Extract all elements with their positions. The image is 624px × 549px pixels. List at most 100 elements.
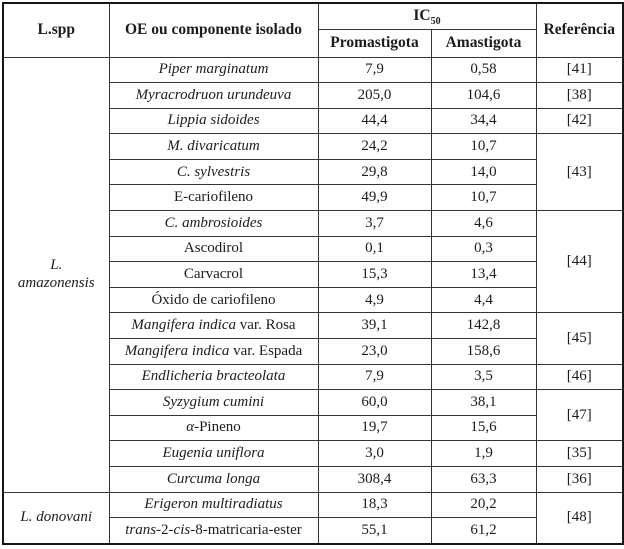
component-cell: trans-2-cis-8-matricaria-ester bbox=[108, 517, 319, 545]
promastigota-value: 3,7 bbox=[317, 210, 432, 237]
amastigota-value: 10,7 bbox=[430, 184, 537, 212]
component-cell: M. divaricatum bbox=[108, 133, 319, 160]
reference-cell: [46] bbox=[535, 363, 624, 391]
table-row: E-cariofileno 49,9 10,7 bbox=[3, 184, 623, 212]
table-row: Ascodirol 0,1 0,3 bbox=[3, 235, 623, 263]
component-name-part: Endlicheria bracteolata bbox=[141, 368, 286, 385]
component-name-part: Curcuma longa bbox=[166, 470, 261, 487]
promastigota-value: 44,4 bbox=[317, 107, 432, 135]
promastigota-value: 15,3 bbox=[317, 261, 432, 288]
component-name-part: α bbox=[186, 419, 195, 436]
component-name-part: E-cariofileno bbox=[173, 189, 254, 206]
promastigota-value: 308,4 bbox=[317, 466, 432, 493]
component-cell: C. ambrosioides bbox=[108, 210, 319, 237]
promastigota-value: 4,9 bbox=[317, 286, 432, 314]
component-cell: Ascodirol bbox=[108, 235, 319, 263]
table-row: C. sylvestris 29,8 14,0 bbox=[3, 158, 623, 186]
promastigota-value: 19,7 bbox=[317, 414, 432, 442]
component-cell: Óxido de cariofileno bbox=[108, 286, 319, 314]
reference-cell: [38] bbox=[535, 82, 624, 109]
header-component: OE ou componente isolado bbox=[108, 2, 319, 58]
component-cell: α-Pineno bbox=[108, 414, 319, 442]
amastigota-value: 4,4 bbox=[430, 286, 537, 314]
reference-cell: [48] bbox=[535, 491, 624, 545]
component-name-part: Ascodirol bbox=[183, 240, 244, 257]
ic50-subscript: 50 bbox=[430, 16, 441, 28]
component-cell: Erigeron multiradiatus bbox=[108, 491, 319, 519]
component-name-part: -8-matricaria-ester bbox=[190, 521, 302, 538]
amastigota-value: 158,6 bbox=[430, 338, 537, 365]
reference-cell: [35] bbox=[535, 440, 624, 467]
component-cell: Piper marginatum bbox=[108, 56, 319, 84]
component-cell: Curcuma longa bbox=[108, 466, 319, 493]
reference-cell: [36] bbox=[535, 466, 624, 493]
component-name-part: Carvacrol bbox=[183, 265, 244, 282]
component-name-part: cis bbox=[173, 521, 191, 538]
header-promastigota: Promastigota bbox=[317, 28, 432, 58]
component-cell: Lippia sidoides bbox=[108, 107, 319, 135]
promastigota-value: 60,0 bbox=[317, 389, 432, 416]
component-cell: C. sylvestris bbox=[108, 158, 319, 186]
reference-cell: [44] bbox=[535, 210, 624, 314]
amastigota-value: 3,5 bbox=[430, 363, 537, 391]
amastigota-value: 61,2 bbox=[430, 517, 537, 545]
table-header: L.spp OE ou componente isolado IC50 Refe… bbox=[2, 2, 624, 58]
reference-cell: [43] bbox=[535, 133, 624, 212]
component-cell: Eugenia uniflora bbox=[108, 440, 319, 467]
amastigota-value: 0,3 bbox=[430, 235, 537, 263]
component-name-part: -2- bbox=[156, 521, 174, 538]
component-cell: Endlicheria bracteolata bbox=[108, 363, 319, 391]
table-row: Mangifera indica var. Rosa 39,1 142,8 [45] bbox=[3, 312, 624, 365]
component-name-part: Piper marginatum bbox=[158, 61, 269, 78]
component-name-part: Myracrodruon urundeuva bbox=[135, 86, 292, 103]
component-cell: Carvacrol bbox=[108, 261, 319, 288]
promastigota-value: 55,1 bbox=[317, 517, 432, 545]
reference-cell: [45] bbox=[535, 312, 624, 365]
amastigota-value: 104,6 bbox=[430, 82, 537, 109]
component-name-part: trans bbox=[125, 521, 157, 538]
amastigota-value: 38,1 bbox=[430, 389, 537, 416]
component-name-part: C. ambrosioides bbox=[164, 214, 263, 231]
component-name-part: var. Rosa bbox=[236, 317, 296, 334]
header-ic50: IC50 bbox=[317, 2, 537, 30]
amastigota-value: 20,2 bbox=[430, 491, 537, 519]
component-name-part: Mangifera indica bbox=[124, 342, 230, 359]
species-name: amazonensis bbox=[17, 274, 95, 291]
header-row-top: L.spp OE ou componente isolado IC50 Refe… bbox=[2, 2, 624, 58]
component-cell: Mangifera indica var. Espada bbox=[108, 338, 319, 365]
header-reference: Referência bbox=[535, 2, 624, 58]
header-row-sub: Promastigota Amastigota bbox=[3, 28, 623, 58]
table-row: L. amazonensis Piper marginatum 7,9 0,58 [41] bbox=[2, 56, 624, 493]
header-amastigota: Amastigota bbox=[430, 28, 537, 58]
component-name-part: Mangifera indica bbox=[131, 317, 236, 334]
component-name-part: Erigeron multiradiatus bbox=[144, 496, 283, 513]
component-cell: Myracrodruon urundeuva bbox=[108, 82, 319, 109]
component-name-part: C. sylvestris bbox=[176, 163, 251, 180]
component-name-part: var. Espada bbox=[229, 342, 303, 359]
table-row: C. ambrosioides 3,7 4,6 [44] bbox=[3, 210, 624, 314]
amastigota-value: 15,6 bbox=[430, 414, 537, 442]
amastigota-value: 13,4 bbox=[430, 261, 537, 288]
component-name-part: M. divaricatum bbox=[167, 137, 260, 154]
species-cell: L. amazonensis bbox=[2, 56, 110, 493]
reference-cell: [42] bbox=[535, 107, 624, 135]
promastigota-value: 29,8 bbox=[317, 158, 432, 186]
table-row: M. divaricatum 24,2 10,7 [43] bbox=[3, 133, 624, 212]
promastigota-value: 39,1 bbox=[317, 312, 432, 340]
ic50-label: IC bbox=[413, 7, 431, 25]
promastigota-value: 3,0 bbox=[317, 440, 432, 467]
promastigota-value: 24,2 bbox=[317, 133, 432, 160]
table-row: Óxido de cariofileno 4,9 4,4 bbox=[3, 286, 623, 314]
species-name: L. donovani bbox=[20, 509, 93, 526]
amastigota-value: 10,7 bbox=[430, 133, 537, 160]
component-name-part: -Pineno bbox=[194, 419, 241, 436]
amastigota-value: 63,3 bbox=[430, 466, 537, 493]
component-cell: Syzygium cumini bbox=[108, 389, 319, 416]
amastigota-value: 4,6 bbox=[430, 210, 537, 237]
amastigota-value: 142,8 bbox=[430, 312, 537, 340]
reference-cell: [41] bbox=[535, 56, 624, 84]
amastigota-value: 34,4 bbox=[430, 107, 537, 135]
component-name-part: Eugenia uniflora bbox=[162, 445, 265, 462]
component-name-part: Óxido de cariofileno bbox=[151, 291, 276, 308]
